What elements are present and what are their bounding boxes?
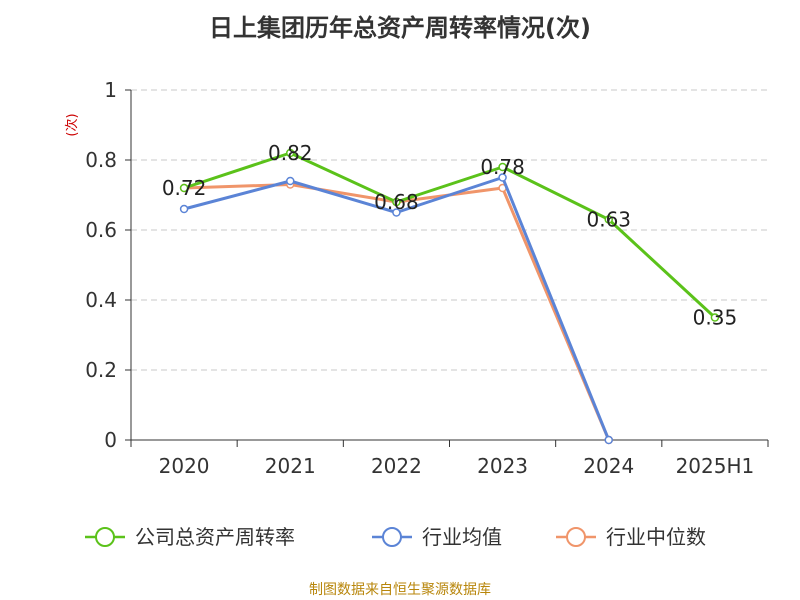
- axes: 0 0.2 0.4 0.6 0.8 1 2020 2021 2022 2023 2024 2025H1…: [64, 78, 769, 478]
- x-tick-label: 2023: [477, 454, 528, 478]
- legend: 公司总资产周转率 行业均值 行业中位数: [85, 525, 706, 549]
- y-tick-label: 0.6: [85, 218, 117, 242]
- data-label: 0.35: [693, 306, 738, 330]
- data-point: [604, 435, 613, 445]
- series-lines: [179, 148, 720, 445]
- series-line: [184, 183, 611, 441]
- data-labels: 0.72 0.82 0.68 0.78 0.63 0.35: [162, 141, 737, 330]
- x-tick-label: 2021: [265, 454, 316, 478]
- data-label: 0.68: [374, 190, 419, 214]
- y-tick-label: 0: [104, 428, 117, 452]
- x-tick-label: 2020: [159, 454, 210, 478]
- legend-label: 行业中位数: [606, 525, 706, 549]
- legend-swatch-marker: [566, 527, 586, 547]
- grid-lines: [131, 89, 768, 371]
- chart-title: 日上集团历年总资产周转率情况(次): [209, 14, 591, 42]
- data-point: [604, 215, 613, 224]
- legend-swatch-marker: [382, 527, 402, 547]
- series-line: [183, 176, 611, 441]
- x-tick-label: 2024: [583, 454, 634, 478]
- data-point: [179, 183, 189, 193]
- data-label: 0.78: [480, 155, 525, 179]
- data-point: [498, 173, 507, 182]
- y-tick-label: 0.4: [85, 288, 117, 312]
- series-line: [183, 151, 716, 319]
- y-tick-label: 1: [104, 78, 117, 102]
- data-point: [392, 208, 401, 217]
- y-tick-label: 0.8: [85, 148, 117, 172]
- data-label: 0.82: [268, 141, 313, 165]
- y-tick-label: 0.2: [85, 358, 117, 382]
- data-label: 0.72: [162, 176, 207, 200]
- legend-swatch-marker: [95, 527, 115, 547]
- legend-label: 行业均值: [422, 525, 502, 549]
- data-point: [710, 313, 720, 322]
- x-tick-label: 2022: [371, 454, 422, 478]
- data-point: [392, 197, 401, 207]
- legend-label: 公司总资产周转率: [135, 525, 295, 549]
- data-point: [286, 148, 295, 158]
- data-point: [498, 162, 507, 172]
- data-label: 0.63: [586, 208, 631, 232]
- x-tick-label: 2025H1: [676, 454, 755, 478]
- data-point: [286, 176, 295, 186]
- source-note: 制图数据来自恒生聚源数据库: [309, 582, 491, 598]
- data-point: [179, 204, 189, 214]
- y-axis-label: (次): [64, 113, 80, 136]
